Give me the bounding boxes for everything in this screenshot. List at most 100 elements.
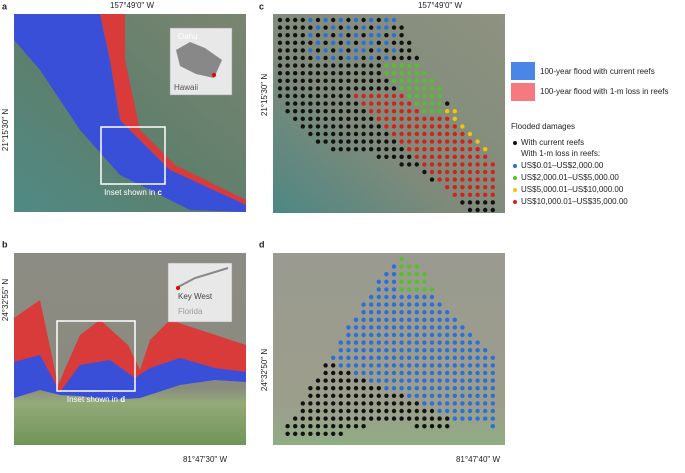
damage-dot: [293, 71, 298, 76]
damage-dot: [308, 78, 313, 84]
damage-dot: [315, 124, 321, 129]
damage-dot: [391, 71, 397, 76]
damage-dot: [369, 340, 374, 345]
damage-dot: [414, 378, 419, 383]
damage-dot: [399, 116, 404, 122]
damage-dot: [384, 332, 389, 338]
damage-dot: [445, 401, 450, 406]
damage-dot: [429, 287, 435, 292]
locator-label: Key West: [178, 292, 213, 301]
damage-dot: [369, 310, 374, 315]
damage-dot: [369, 25, 374, 30]
damage-dot: [315, 131, 321, 137]
damage-dot: [384, 416, 389, 421]
damage-dot: [338, 78, 343, 84]
damage-dot: [399, 25, 404, 30]
damage-dot: [338, 340, 343, 345]
lon-label: 157°49'0" W: [110, 1, 154, 10]
damage-dot: [414, 363, 419, 368]
damage-dot: [308, 101, 313, 106]
damage-dot: [376, 116, 381, 122]
damage-dot: [483, 370, 488, 376]
damage-dot: [422, 154, 427, 159]
legend-label: 100-year flood with current reefs: [540, 67, 655, 76]
damage-dot: [391, 348, 397, 353]
damage-dot: [460, 416, 465, 421]
damage-dot: [399, 33, 404, 38]
damage-dot: [300, 71, 305, 76]
damage-dot: [293, 101, 298, 106]
damage-dot: [391, 408, 397, 414]
damage-dot: [475, 177, 480, 182]
damage-dot: [369, 116, 374, 122]
damage-dot: [429, 302, 435, 307]
damage-dot: [300, 40, 305, 45]
damage-dot: [346, 63, 351, 68]
damage-dot: [429, 109, 435, 114]
damage-dot: [414, 393, 419, 398]
damage-dot: [300, 48, 305, 53]
damage-dot: [437, 86, 442, 91]
damage-dot: [429, 162, 435, 167]
damage-dot: [277, 55, 283, 61]
damage-dot: [467, 408, 473, 414]
damage-dot: [315, 408, 321, 414]
damage-dot: [376, 279, 381, 284]
damage-dot: [376, 310, 381, 315]
damage-dot: [300, 416, 305, 421]
legend-label: With current reefs: [521, 138, 584, 147]
damage-dot: [391, 340, 397, 345]
damage-dot: [391, 93, 397, 99]
damage-dot: [346, 17, 351, 23]
damage-dot: [407, 294, 412, 300]
legend-title: Flooded damages: [511, 122, 575, 131]
damage-dot: [429, 393, 435, 398]
damage-dot: [285, 48, 290, 53]
damage-dot: [414, 78, 419, 84]
damage-dot: [452, 192, 457, 197]
damage-dot: [490, 393, 495, 398]
damage-dot: [467, 348, 473, 353]
damage-dot: [399, 401, 404, 406]
damage-dot: [338, 363, 343, 368]
damage-dot: [308, 416, 313, 421]
damage-dot: [361, 33, 366, 38]
damage-dot: [331, 71, 336, 76]
damage-dot: [346, 33, 351, 38]
damage-dot: [460, 340, 465, 345]
damage-dot: [452, 378, 457, 383]
damage-dot: [467, 207, 473, 213]
damage-dot: [338, 55, 343, 61]
damage-dot: [414, 310, 419, 315]
damage-dot: [467, 386, 473, 391]
damage-dot: [384, 147, 389, 152]
damage-dot: [293, 48, 298, 53]
damage-dot: [369, 332, 374, 338]
damage-dot: [407, 78, 412, 84]
keys: [177, 267, 229, 288]
damage-dot: [376, 93, 381, 99]
damage-dot: [384, 55, 389, 61]
damage-dot: [300, 431, 305, 436]
damage-dot: [338, 370, 343, 376]
damage-dot: [391, 401, 397, 406]
damage-dot: [422, 416, 427, 421]
damage-dot: [483, 154, 488, 159]
damage-dot: [300, 408, 305, 414]
damage-dot: [369, 93, 374, 99]
damage-dot: [376, 33, 381, 38]
damage-dot: [407, 264, 412, 269]
damage-dot: [399, 139, 404, 144]
damage-dot: [422, 279, 427, 284]
damage-dot: [338, 63, 343, 68]
damage-dot: [422, 386, 427, 391]
damage-dot: [414, 317, 419, 322]
damage-dot: [467, 363, 473, 368]
damage-dot: [376, 348, 381, 353]
damage-dot: [460, 200, 465, 205]
damage-dot: [414, 332, 419, 338]
damage-dot: [391, 55, 397, 61]
damage-dot: [293, 78, 298, 84]
damage-dot: [445, 185, 450, 190]
damage-dot: [467, 355, 473, 360]
